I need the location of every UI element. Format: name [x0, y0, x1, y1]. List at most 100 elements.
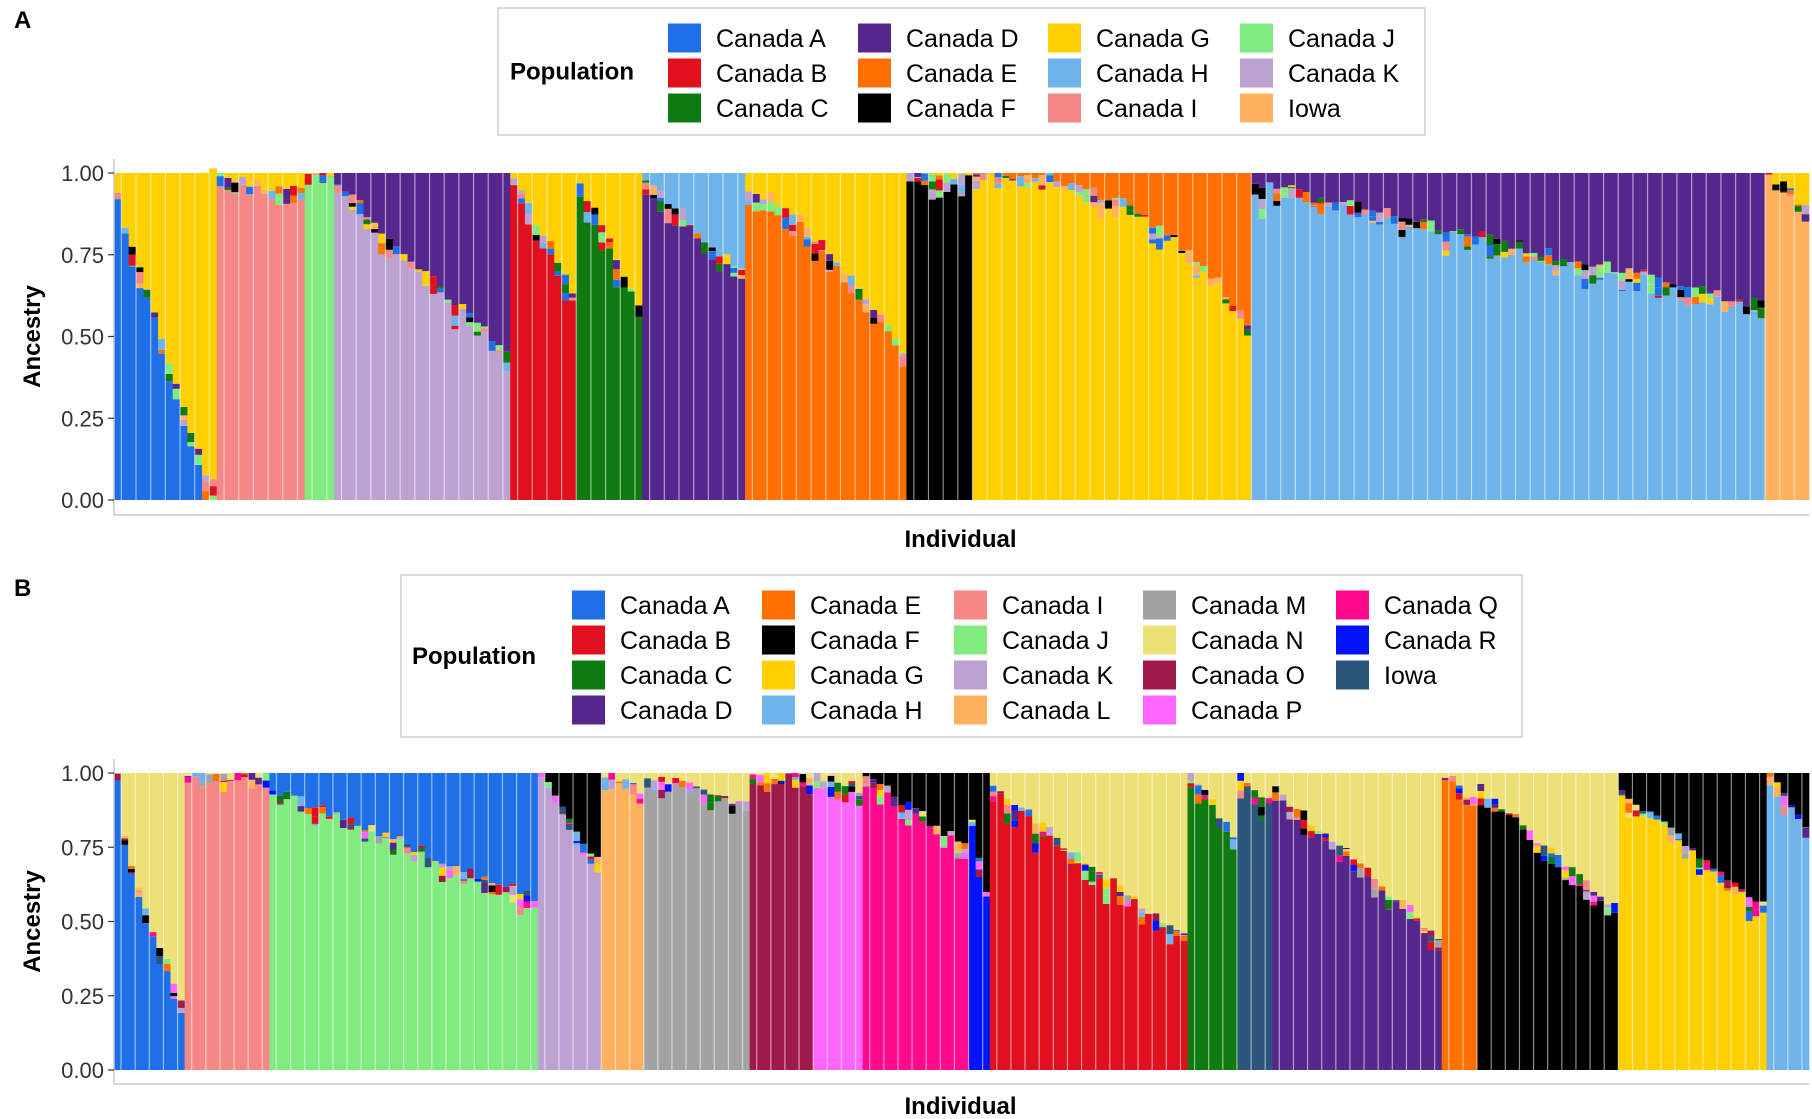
bar-segment-canada-i: [241, 777, 249, 1070]
ancestry-bar: [1082, 173, 1091, 500]
bar-segment-canada-n: [1159, 773, 1167, 923]
ancestry-bar: [806, 773, 814, 1070]
bar-segment-canada-j: [495, 894, 503, 1070]
bar-segment-canada-d: [1383, 173, 1392, 208]
bar-segment-canada-h: [1720, 311, 1729, 500]
bar-segment-canada-c: [180, 406, 188, 416]
bar-segment-canada-e: [679, 780, 687, 788]
bar-segment-canada-i: [260, 193, 269, 500]
bar-segment-canada-b: [583, 201, 592, 213]
bar-segment-canada-h: [686, 173, 695, 225]
bar-segment-canada-d: [1357, 877, 1365, 1070]
bar-segment-canada-f: [532, 234, 540, 241]
bar-segment-canada-d: [715, 271, 724, 500]
legend-item-canada-n: Canada N: [1143, 625, 1304, 655]
bar-segment-canada-j: [474, 881, 482, 1070]
bar-segment-canada-d: [1405, 173, 1414, 219]
ancestry-bar: [1392, 773, 1400, 1070]
bar-segment-canada-i: [407, 261, 416, 269]
bar-segment-canada-k: [1581, 270, 1590, 279]
bar-segment-canada-g: [532, 173, 540, 225]
bar-segment-canada-e: [847, 293, 856, 500]
ancestry-bar: [1674, 773, 1683, 1070]
ancestry-bar: [1530, 173, 1538, 500]
bar-segment-canada-n: [1201, 773, 1210, 790]
bar-segment-canada-f: [1505, 815, 1513, 1070]
bar-segment-canada-d: [1427, 173, 1436, 221]
bar-segment-canada-j: [502, 892, 510, 1070]
bar-segment-canada-m: [693, 788, 701, 1070]
bar-segment-canada-e: [615, 781, 623, 783]
bar-segment-canada-h: [1427, 231, 1436, 500]
ancestry-bar: [1201, 773, 1210, 1070]
legend-label: Canada I: [1002, 592, 1103, 620]
ancestry-bar: [1717, 773, 1725, 1070]
bar-segment-canada-o: [763, 791, 772, 1070]
ancestry-bar: [231, 173, 240, 501]
bar-segment-canada-d: [1662, 173, 1670, 283]
bar-segment-canada-c: [1519, 825, 1527, 830]
ancestry-bar: [1632, 773, 1640, 1070]
bar-segment-canada-n: [742, 773, 750, 802]
bar-segment-canada-a: [128, 873, 136, 1070]
bar-segment-canada-q: [890, 806, 899, 1070]
bar-segment-canada-b: [686, 224, 695, 226]
bar-segment-canada-b: [1735, 299, 1744, 302]
bar-segment-canada-i: [253, 185, 262, 500]
bar-segment-canada-i: [396, 836, 404, 838]
bar-segment-iowa: [1596, 264, 1604, 268]
bar-segment-canada-g: [158, 173, 166, 339]
bar-segment-canada-n: [1583, 773, 1591, 881]
ancestry-bar: [516, 773, 524, 1070]
ancestry-bar: [1604, 773, 1612, 1070]
legend-label: Canada E: [906, 60, 1017, 88]
bar-segment-canada-h: [1420, 229, 1428, 500]
bar-segment-canada-a: [1786, 188, 1795, 191]
bar-segment-canada-p: [1568, 876, 1577, 886]
bar-segment-canada-f: [935, 197, 944, 500]
bar-segment-canada-e: [1324, 202, 1333, 203]
bar-segment-canada-i: [231, 193, 240, 501]
legend-label: Canada Q: [1384, 592, 1498, 620]
bar-segment-canada-i: [403, 847, 411, 854]
bar-segment-canada-p: [1533, 843, 1541, 846]
bar-segment-canada-e: [1155, 173, 1164, 226]
legend-item-canada-h: Canada H: [762, 695, 923, 725]
bar-segment-canada-a: [481, 773, 489, 877]
bar-segment-iowa: [972, 176, 981, 181]
bar-segment-canada-i: [1728, 301, 1736, 307]
bar-segment-canada-h: [1544, 264, 1553, 500]
bar-segment-canada-i: [1111, 199, 1120, 206]
bar-segment-canada-g: [1632, 278, 1641, 283]
ancestry-bar: [707, 773, 715, 1070]
bar-segment-canada-c: [1745, 906, 1753, 912]
bar-segment-canada-e: [752, 211, 761, 500]
bar-segment-canada-p: [982, 892, 991, 897]
bar-segment-canada-f: [1526, 839, 1534, 1070]
bar-segment-canada-n: [806, 773, 814, 778]
bar-segment-canada-b: [554, 275, 562, 500]
bar-segment-canada-j: [481, 892, 489, 1070]
ancestry-bar: [334, 173, 342, 500]
bar-segment-canada-d: [701, 253, 709, 500]
legend-label: Canada C: [716, 95, 829, 123]
bar-segment-canada-h: [1266, 182, 1274, 500]
bar-segment-canada-n: [1519, 773, 1527, 826]
bar-segment-canada-d: [1293, 819, 1301, 1070]
bar-segment-canada-h: [601, 777, 609, 782]
bar-segment-canada-g: [438, 867, 447, 876]
bar-segment-canada-l: [248, 779, 256, 789]
ancestry-bar: [530, 773, 539, 1070]
bar-segment-canada-n: [686, 773, 694, 783]
bar-segment-canada-h: [1018, 807, 1026, 811]
bar-segment-canada-l: [1625, 798, 1633, 804]
bar-segment-canada-d: [429, 173, 438, 277]
bar-segment-canada-i: [1003, 805, 1012, 814]
ancestry-bar: [378, 173, 386, 500]
bar-segment-canada-c: [1464, 246, 1472, 250]
bar-segment-canada-b: [1152, 930, 1160, 1070]
bar-segment-canada-e: [767, 211, 775, 500]
ancestry-bar: [834, 773, 842, 1070]
bar-segment-canada-e: [378, 243, 386, 251]
bar-segment-canada-g: [1221, 303, 1230, 500]
